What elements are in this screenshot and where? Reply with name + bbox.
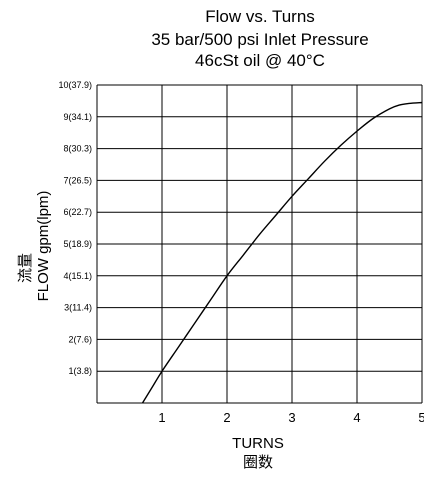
y-tick-labels: 1(3.8) 2(7.6) 3(11.4) 4(15.1) 5(18.9) 6(22.7)… <box>58 80 92 376</box>
y-tick-label-8: 8(30.3) <box>63 144 92 154</box>
x-axis-label: TURNS <box>232 435 284 452</box>
grid-lines <box>97 84 423 403</box>
flow-curve-0 <box>141 101 423 404</box>
chart-title-line-3: 46cSt oil @ 40°C <box>195 51 325 70</box>
y-tick-label-4: 4(15.1) <box>63 271 92 281</box>
x-tick-label-3: 3 <box>288 410 295 425</box>
plot-frame <box>96 84 422 404</box>
y-tick-label-7: 7(26.5) <box>63 175 92 185</box>
y-tick-label-10: 10(37.9) <box>58 80 92 90</box>
x-tick-label-5: 5 <box>418 410 424 425</box>
chart-title-line-2: 35 bar/500 psi Inlet Pressure <box>151 30 368 49</box>
y-axis-label-cn: 流量 <box>17 253 34 283</box>
y-tick-label-5: 5(18.9) <box>63 239 92 249</box>
x-tick-label-4: 4 <box>353 410 360 425</box>
x-axis-label-cn: 圈数 <box>243 454 273 471</box>
series-lines <box>141 101 423 404</box>
y-tick-label-1: 1(3.8) <box>68 366 92 376</box>
chart-title-group: Flow vs. Turns 35 bar/500 psi Inlet Pres… <box>151 7 368 70</box>
x-tick-label-2: 2 <box>223 410 230 425</box>
y-tick-label-3: 3(11.4) <box>64 303 92 313</box>
y-tick-label-6: 6(22.7) <box>63 207 92 217</box>
chart-title-line-1: Flow vs. Turns <box>205 7 315 26</box>
y-tick-label-9: 9(34.1) <box>63 112 92 122</box>
x-tick-label-1: 1 <box>158 410 165 425</box>
y-axis-label: FLOW gpm(lpm) <box>35 191 52 302</box>
x-tick-labels: 1 2 3 4 5 <box>158 410 424 425</box>
y-tick-label-2: 2(7.6) <box>68 334 92 344</box>
